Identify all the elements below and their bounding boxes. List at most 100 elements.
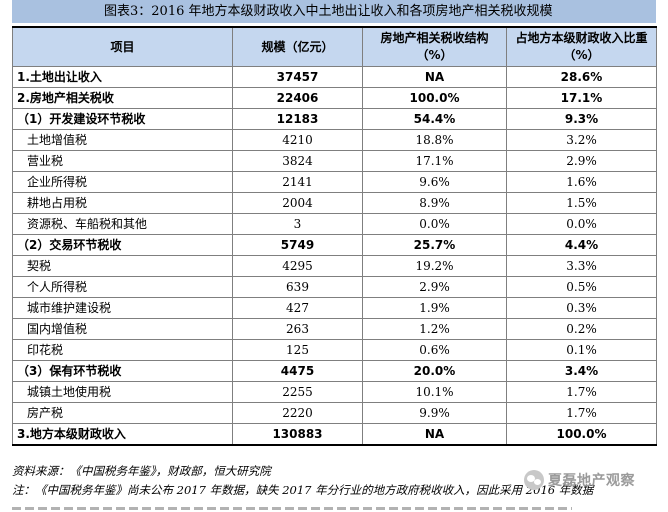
row-item: 房产税 (12, 402, 233, 424)
row-scale: 639 (232, 276, 363, 298)
row-scale: 130883 (232, 423, 363, 446)
tax-revenue-table: 项目 规模（亿元） 房地产相关税收结构（%） 占地方本级财政收入比重（%） 1.… (12, 26, 657, 446)
row-item: 资源税、车船税和其他 (12, 213, 233, 235)
row-item: （2）交易环节税收 (12, 234, 233, 256)
row-share: 17.1% (506, 87, 657, 109)
row-scale: 37457 (232, 66, 363, 88)
table-row: 1.土地出让收入 37457 NA 28.6% (12, 66, 657, 88)
row-share: 1.5% (506, 192, 657, 214)
row-structure: 20.0% (362, 360, 507, 382)
row-structure: 9.6% (362, 171, 507, 193)
row-share: 9.3% (506, 108, 657, 130)
row-share: 1.7% (506, 402, 657, 424)
row-scale: 263 (232, 318, 363, 340)
row-scale: 2141 (232, 171, 363, 193)
figure-title: 图表3：2016 年地方本级财政收入中土地出让收入和各项房地产相关税收规模 (12, 0, 656, 23)
row-item: 印花税 (12, 339, 233, 361)
row-structure: 19.2% (362, 255, 507, 277)
watermark-text: 夏磊地产观察 (548, 473, 635, 489)
table-row: 国内增值税 263 1.2% 0.2% (12, 318, 657, 340)
row-share: 0.5% (506, 276, 657, 298)
table-row: 3.地方本级财政收入 130883 NA 100.0% (12, 423, 657, 446)
row-share: 0.2% (506, 318, 657, 340)
row-item: 城镇土地使用税 (12, 381, 233, 403)
row-share: 3.3% (506, 255, 657, 277)
row-item: 土地增值税 (12, 129, 233, 151)
row-scale: 2255 (232, 381, 363, 403)
row-structure: 10.1% (362, 381, 507, 403)
row-share: 3.4% (506, 360, 657, 382)
source-note: 资料来源：《中国税务年鉴》，财政部，恒大研究院 (12, 464, 271, 478)
row-scale: 12183 (232, 108, 363, 130)
row-share: 1.6% (506, 171, 657, 193)
row-scale: 5749 (232, 234, 363, 256)
header-share: 占地方本级财政收入比重（%） (506, 26, 657, 67)
header-structure: 房地产相关税收结构（%） (362, 26, 507, 67)
table-row: 耕地占用税 2004 8.9% 1.5% (12, 192, 657, 214)
row-scale: 2220 (232, 402, 363, 424)
row-scale: 427 (232, 297, 363, 319)
row-share: 0.0% (506, 213, 657, 235)
row-item: 国内增值税 (12, 318, 233, 340)
row-scale: 4295 (232, 255, 363, 277)
row-structure: NA (362, 66, 507, 88)
row-structure: 9.9% (362, 402, 507, 424)
row-structure: 100.0% (362, 87, 507, 109)
table-row: （3）保有环节税收 4475 20.0% 3.4% (12, 360, 657, 382)
row-share: 2.9% (506, 150, 657, 172)
row-share: 28.6% (506, 66, 657, 88)
table-header-row: 项目 规模（亿元） 房地产相关税收结构（%） 占地方本级财政收入比重（%） (12, 26, 657, 67)
row-item: 企业所得税 (12, 171, 233, 193)
row-structure: 17.1% (362, 150, 507, 172)
row-structure: 0.0% (362, 213, 507, 235)
row-share: 4.4% (506, 234, 657, 256)
table-row: 2.房地产相关税收 22406 100.0% 17.1% (12, 87, 657, 109)
table-row: 印花税 125 0.6% 0.1% (12, 339, 657, 361)
row-item: （1）开发建设环节税收 (12, 108, 233, 130)
table-row: 营业税 3824 17.1% 2.9% (12, 150, 657, 172)
row-structure: 2.9% (362, 276, 507, 298)
row-structure: 0.6% (362, 339, 507, 361)
row-share: 1.7% (506, 381, 657, 403)
table-row: 资源税、车船税和其他 3 0.0% 0.0% (12, 213, 657, 235)
row-share: 0.3% (506, 297, 657, 319)
row-item: 2.房地产相关税收 (12, 87, 233, 109)
row-item: 3.地方本级财政收入 (12, 423, 233, 446)
row-scale: 4475 (232, 360, 363, 382)
row-structure: 54.4% (362, 108, 507, 130)
row-structure: NA (362, 423, 507, 446)
row-scale: 3824 (232, 150, 363, 172)
row-item: 耕地占用税 (12, 192, 233, 214)
table-row: 土地增值税 4210 18.8% 3.2% (12, 129, 657, 151)
row-scale: 2004 (232, 192, 363, 214)
row-scale: 22406 (232, 87, 363, 109)
table-row: 城镇土地使用税 2255 10.1% 1.7% (12, 381, 657, 403)
wechat-icon (524, 470, 544, 490)
header-item: 项目 (12, 26, 233, 67)
table-row: （1）开发建设环节税收 12183 54.4% 9.3% (12, 108, 657, 130)
row-item: 营业税 (12, 150, 233, 172)
row-structure: 1.2% (362, 318, 507, 340)
table-row: 个人所得税 639 2.9% 0.5% (12, 276, 657, 298)
row-share: 3.2% (506, 129, 657, 151)
table-row: 城市维护建设税 427 1.9% 0.3% (12, 297, 657, 319)
header-scale: 规模（亿元） (232, 26, 363, 67)
table-row: 契税 4295 19.2% 3.3% (12, 255, 657, 277)
notes-block: 资料来源：《中国税务年鉴》，财政部，恒大研究院 注：《中国税务年鉴》尚未公布 2… (12, 462, 662, 500)
cut-off-text-line (12, 504, 572, 512)
table-row: （2）交易环节税收 5749 25.7% 4.4% (12, 234, 657, 256)
row-structure: 25.7% (362, 234, 507, 256)
footnote: 注：《中国税务年鉴》尚未公布 2017 年数据，缺失 2017 年分行业的地方政… (12, 483, 594, 497)
row-structure: 8.9% (362, 192, 507, 214)
row-share: 100.0% (506, 423, 657, 446)
row-scale: 125 (232, 339, 363, 361)
row-structure: 1.9% (362, 297, 507, 319)
row-item: 城市维护建设税 (12, 297, 233, 319)
watermark: 夏磊地产观察 (524, 468, 664, 492)
table-row: 企业所得税 2141 9.6% 1.6% (12, 171, 657, 193)
row-scale: 4210 (232, 129, 363, 151)
row-item: 1.土地出让收入 (12, 66, 233, 88)
row-item: （3）保有环节税收 (12, 360, 233, 382)
row-scale: 3 (232, 213, 363, 235)
table-row: 房产税 2220 9.9% 1.7% (12, 402, 657, 424)
